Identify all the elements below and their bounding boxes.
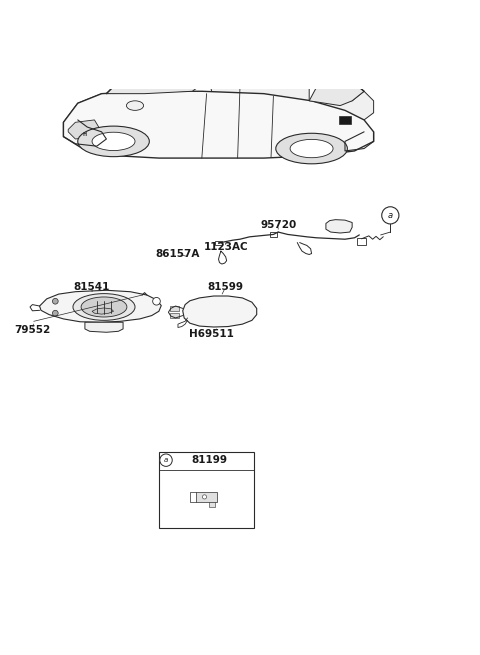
Ellipse shape xyxy=(81,297,127,317)
Ellipse shape xyxy=(203,495,206,499)
Text: 1123AC: 1123AC xyxy=(204,242,248,252)
Ellipse shape xyxy=(276,133,348,164)
Text: 79552: 79552 xyxy=(14,325,50,335)
Ellipse shape xyxy=(126,101,144,110)
Ellipse shape xyxy=(52,310,58,316)
Text: 95720: 95720 xyxy=(260,220,296,230)
Bar xyxy=(159,451,254,528)
Ellipse shape xyxy=(52,299,58,304)
Ellipse shape xyxy=(382,207,399,224)
Text: a: a xyxy=(164,457,168,463)
Polygon shape xyxy=(192,60,309,103)
Ellipse shape xyxy=(78,126,149,157)
Bar xyxy=(357,238,365,246)
Polygon shape xyxy=(68,120,102,139)
Polygon shape xyxy=(309,70,364,105)
Polygon shape xyxy=(63,91,206,122)
Bar xyxy=(196,492,217,502)
Polygon shape xyxy=(107,63,209,94)
Ellipse shape xyxy=(160,454,172,466)
Bar xyxy=(209,502,215,508)
Bar xyxy=(339,116,351,124)
Bar xyxy=(270,232,277,237)
Ellipse shape xyxy=(290,140,333,158)
Ellipse shape xyxy=(153,297,160,305)
Polygon shape xyxy=(39,290,161,322)
Polygon shape xyxy=(326,219,352,233)
Ellipse shape xyxy=(92,132,135,151)
Text: 81541: 81541 xyxy=(74,282,110,292)
Text: H: H xyxy=(83,132,87,137)
Text: H69511: H69511 xyxy=(189,329,234,339)
Polygon shape xyxy=(183,296,257,327)
Bar xyxy=(170,306,179,310)
Text: 81599: 81599 xyxy=(208,282,244,292)
Text: 86157A: 86157A xyxy=(156,250,200,259)
Polygon shape xyxy=(63,91,373,158)
Polygon shape xyxy=(309,91,373,122)
Bar xyxy=(170,313,179,318)
Text: a: a xyxy=(388,211,393,220)
Bar xyxy=(215,240,222,246)
Polygon shape xyxy=(85,322,123,332)
Polygon shape xyxy=(92,308,114,314)
Text: 81199: 81199 xyxy=(191,455,227,465)
Ellipse shape xyxy=(73,293,135,320)
